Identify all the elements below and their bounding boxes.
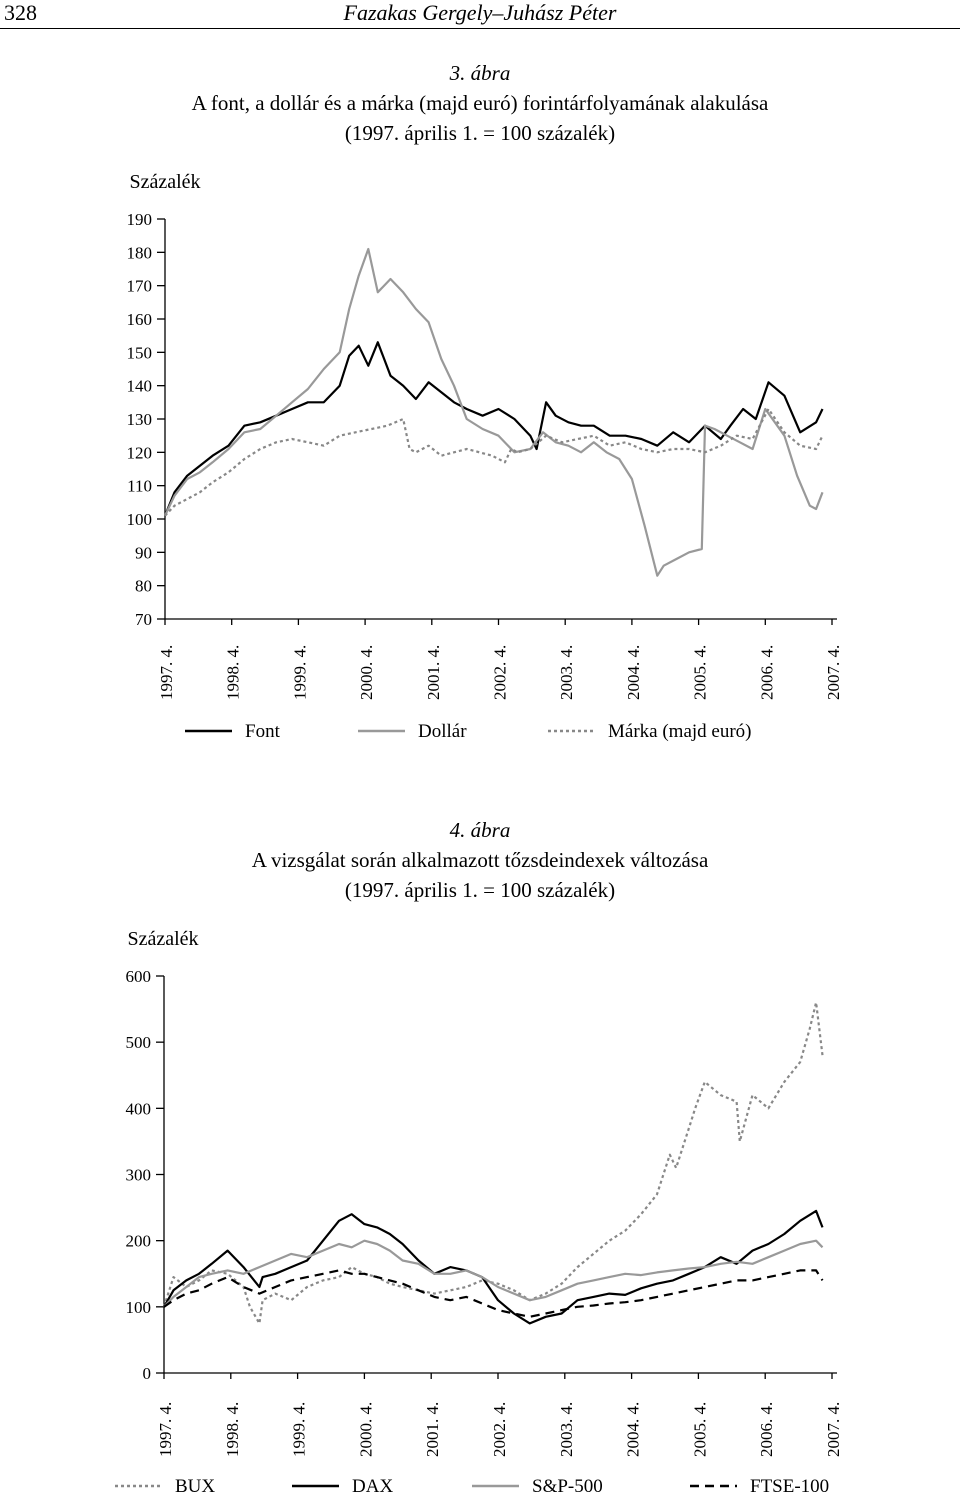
series-line <box>163 1239 824 1308</box>
x-tick-label: 1998. 4. <box>224 645 243 700</box>
y-tick-label: 600 <box>126 967 152 986</box>
page-number: 328 <box>4 0 37 25</box>
y-tick-label: 400 <box>126 1099 152 1118</box>
legend-label: DAX <box>352 1476 393 1497</box>
x-tick-label: 2006. 4. <box>757 645 776 700</box>
y-tick-label: 130 <box>127 410 153 429</box>
x-tick-label: 2004. 4. <box>624 645 643 700</box>
x-tick-label: 2005. 4. <box>690 1402 709 1457</box>
x-tick-label: 2002. 4. <box>491 645 510 700</box>
figure4-subtitle: (1997. április 1. = 100 százalék) <box>344 878 616 902</box>
x-tick-label: 2005. 4. <box>691 645 710 700</box>
y-tick-label: 500 <box>126 1033 152 1052</box>
legend-label: Dollár <box>418 721 467 742</box>
y-tick-label: 100 <box>127 510 153 529</box>
figure4-title: A vizsgálat során alkalmazott tőzsdeinde… <box>251 848 709 872</box>
x-tick-label: 2003. 4. <box>557 1402 576 1457</box>
x-tick-label: 2002. 4. <box>490 1402 509 1457</box>
series-line <box>163 1209 824 1325</box>
x-tick-label: 2001. 4. <box>423 1402 442 1457</box>
x-tick-label: 1997. 4. <box>157 645 176 700</box>
y-tick-label: 180 <box>127 243 153 262</box>
figure3-chart: Százalék 190 180 170 160 150 140 130 120 110 100 90… <box>127 171 844 742</box>
x-tick-label: 2004. 4. <box>624 1402 643 1457</box>
y-tick-label: 200 <box>126 1232 152 1251</box>
x-tick-label: 2003. 4. <box>557 645 576 700</box>
y-axis-label: Százalék <box>129 171 200 193</box>
y-tick-label: 190 <box>127 210 153 229</box>
legend-label: FTSE-100 <box>750 1476 829 1497</box>
figure4-caption: 4. ábra A vizsgálat során alkalmazott tő… <box>0 815 960 905</box>
y-tick-label: 0 <box>143 1364 152 1383</box>
x-tick-label: 2007. 4. <box>824 645 843 700</box>
x-tick-label: 1999. 4. <box>290 645 309 700</box>
y-tick-label: 150 <box>127 343 153 362</box>
x-tick-label: 2007. 4. <box>824 1402 843 1457</box>
legend-label: BUX <box>175 1476 215 1497</box>
header-rule <box>0 28 960 29</box>
figure3-subtitle: (1997. április 1. = 100 százalék) <box>344 121 616 145</box>
x-tick-label: 2001. 4. <box>424 645 443 700</box>
series-line <box>163 1269 824 1318</box>
series-line <box>162 1001 824 1325</box>
y-tick-label: 170 <box>127 277 153 296</box>
y-tick-label: 160 <box>127 310 153 329</box>
y-tick-label: 70 <box>135 610 152 629</box>
x-tick-label: 1999. 4. <box>290 1402 309 1457</box>
y-tick-label: 140 <box>127 377 153 396</box>
y-axis-label: Százalék <box>127 928 198 950</box>
legend-label: Márka (majd euró) <box>608 721 752 742</box>
series-line <box>164 247 824 577</box>
y-tick-label: 110 <box>127 477 152 496</box>
y-tick-label: 80 <box>135 577 152 596</box>
y-tick-label: 120 <box>127 443 153 462</box>
page-header: 328 Fazakas Gergely–Juhász Péter <box>0 0 960 34</box>
figure3-caption: 3. ábra A font, a dollár és a márka (maj… <box>0 58 960 148</box>
legend-label: Font <box>245 721 281 742</box>
figure3-number: 3. ábra <box>449 61 511 85</box>
x-tick-label: 1998. 4. <box>223 1402 242 1457</box>
y-tick-label: 100 <box>126 1298 152 1317</box>
x-tick-label: 2000. 4. <box>357 645 376 700</box>
page-authors: Fazakas Gergely–Juhász Péter <box>343 0 617 25</box>
x-tick-label: 2000. 4. <box>356 1402 375 1457</box>
y-tick-label: 90 <box>135 543 152 562</box>
x-tick-label: 1997. 4. <box>156 1402 175 1457</box>
figure3-title: A font, a dollár és a márka (majd euró) … <box>191 91 769 115</box>
x-tick-label: 2006. 4. <box>757 1402 776 1457</box>
legend-label: S&P-500 <box>532 1476 603 1497</box>
figure4-number: 4. ábra <box>449 818 511 842</box>
y-tick-label: 300 <box>126 1166 152 1185</box>
